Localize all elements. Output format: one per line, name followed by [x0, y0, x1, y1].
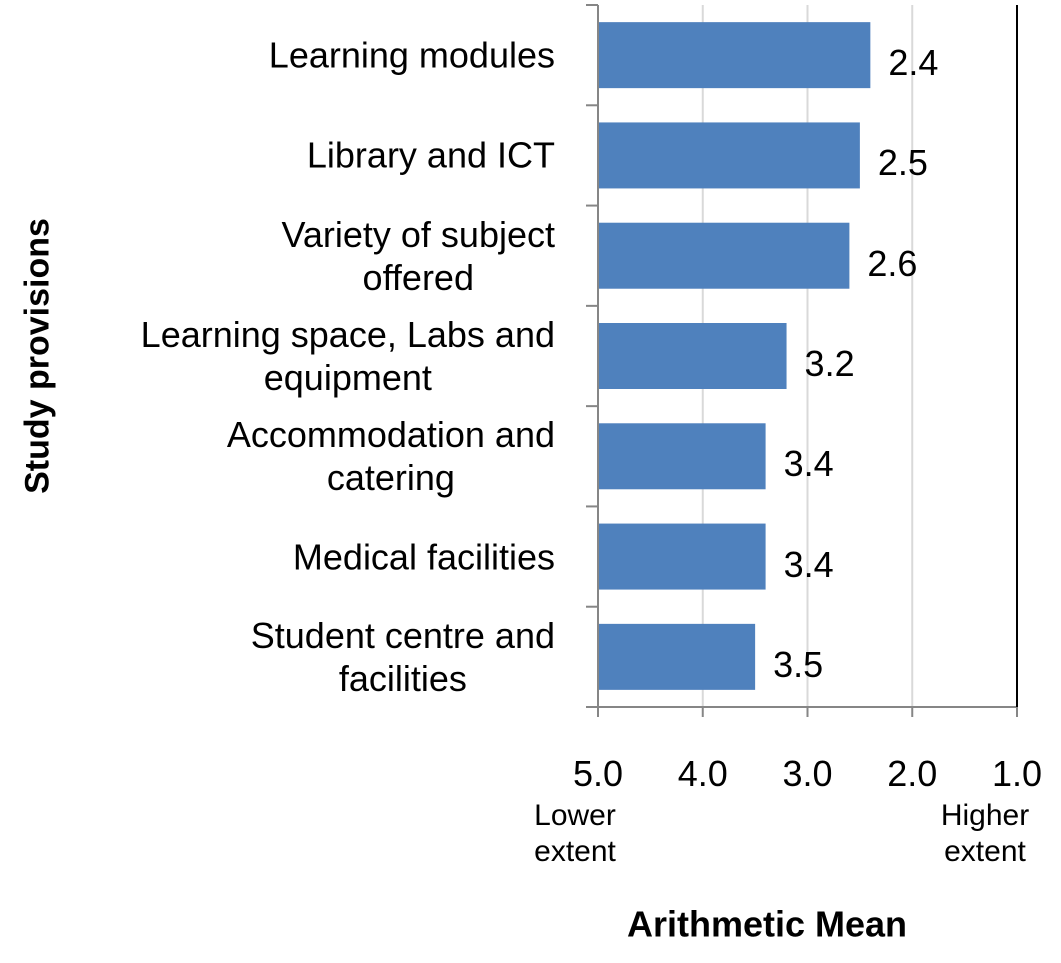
y-tick-label: Learning space, Labs and equipment	[140, 313, 555, 398]
data-label: 3.4	[783, 543, 834, 585]
bar	[598, 423, 766, 490]
data-label: 2.4	[888, 42, 939, 84]
y-axis-title: Study provisions	[18, 218, 57, 494]
x-tick-label: 1.0	[991, 753, 1043, 794]
data-label: 3.4	[783, 443, 834, 485]
y-tick-label: Variety of subject offered	[281, 213, 555, 298]
bar	[598, 122, 860, 189]
y-tick-label: Library and ICT	[306, 134, 555, 176]
y-tick-label: Learning modules	[268, 34, 555, 76]
data-label: 3.2	[804, 343, 855, 384]
data-label: 2.6	[867, 242, 918, 284]
data-label: 3.5	[773, 643, 824, 685]
bar	[598, 222, 850, 289]
bar	[598, 523, 766, 590]
y-tick-label: Medical facilities	[292, 535, 555, 577]
data-label: 2.5	[877, 142, 928, 184]
x-tick-label: 2.0	[887, 753, 938, 794]
bar	[598, 623, 756, 690]
x-axis-title: Arithmetic Mean	[626, 903, 908, 945]
x-tick-label: 5.0	[572, 753, 624, 794]
y-tick-label: Accommodation and catering	[226, 414, 555, 499]
bar	[598, 323, 787, 389]
annotation: Lower extent	[534, 799, 616, 868]
bar	[598, 22, 871, 89]
y-tick-label: Student centre and facilities	[250, 614, 555, 699]
x-tick-label: 4.0	[677, 753, 728, 794]
annotation: Higher extent	[940, 799, 1030, 868]
x-tick-label: 3.0	[782, 753, 833, 794]
